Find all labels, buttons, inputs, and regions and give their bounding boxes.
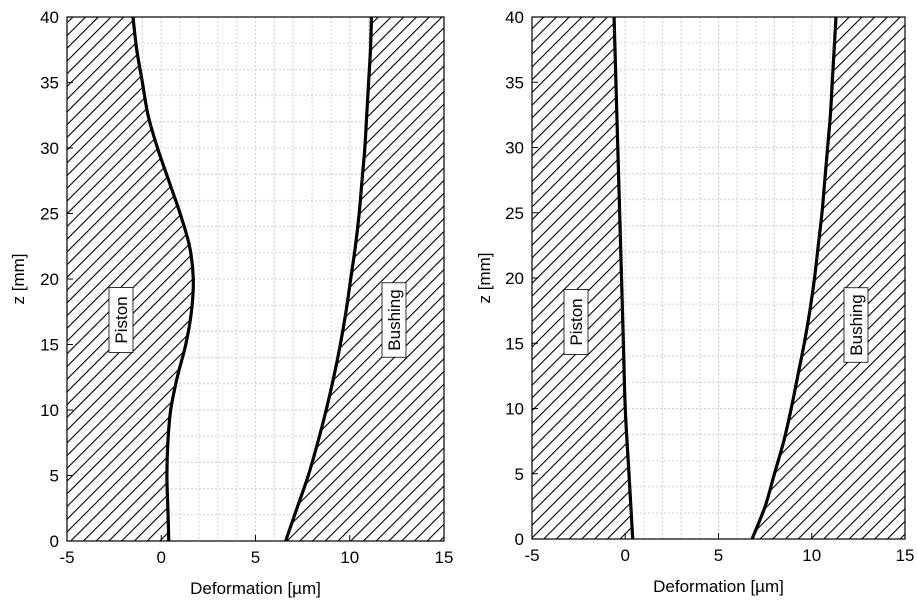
y-axis-label: z [mm]: [475, 253, 494, 304]
y-tick-label: 20: [40, 270, 59, 289]
bushing-label: Bushing: [843, 287, 869, 363]
x-tick-label: 15: [896, 546, 915, 565]
x-tick-label: 5: [714, 546, 723, 565]
piston-label: Piston: [563, 289, 589, 355]
x-tick-label: 15: [435, 548, 454, 567]
y-tick-label: 40: [505, 8, 524, 27]
x-tick-label: 0: [157, 548, 166, 567]
label-background: [843, 287, 869, 363]
y-tick-label: 5: [515, 465, 524, 484]
y-axis-label: z [mm]: [9, 254, 28, 305]
y-tick-label: 10: [40, 401, 59, 420]
x-axis-label: Deformation [µm]: [653, 577, 784, 596]
bushing-deformation-line: [750, 17, 838, 539]
label-text: Bushing: [385, 289, 404, 350]
label-text: Piston: [567, 298, 586, 345]
y-tick-label: 15: [40, 336, 59, 355]
bushing-hatched-region: [285, 17, 444, 541]
y-tick-label: 5: [50, 467, 59, 486]
label-text: Bushing: [847, 294, 866, 355]
x-tick-label: 5: [251, 548, 260, 567]
y-tick-label: 35: [505, 73, 524, 92]
label-text: Piston: [112, 296, 131, 343]
y-tick-label: 25: [40, 205, 59, 224]
y-tick-label: 30: [505, 139, 524, 158]
x-tick-label: 10: [340, 548, 359, 567]
y-tick-label: 35: [40, 74, 59, 93]
x-tick-label: 0: [621, 546, 630, 565]
bushing-hatched-region: [752, 17, 905, 539]
y-tick-label: 25: [505, 204, 524, 223]
y-tick-label: 10: [505, 400, 524, 419]
y-tick-label: 20: [505, 269, 524, 288]
bushing-label: Bushing: [381, 282, 407, 358]
y-tick-label: 15: [505, 334, 524, 353]
x-tick-label: -5: [59, 548, 74, 567]
piston-hatched-region: [67, 17, 194, 541]
x-tick-label: -5: [524, 546, 539, 565]
y-tick-label: 0: [50, 532, 59, 551]
y-tick-label: 40: [40, 8, 59, 27]
piston-hatched-region: [532, 17, 633, 539]
piston-label: Piston: [108, 287, 134, 353]
x-axis-label: Deformation [µm]: [190, 579, 321, 598]
y-tick-label: 30: [40, 139, 59, 158]
label-background: [563, 289, 589, 355]
y-tick-label: 0: [515, 530, 524, 549]
bushing-deformation-line: [284, 17, 374, 541]
x-tick-label: 10: [802, 546, 821, 565]
piston-deformation-line: [612, 17, 635, 539]
label-background: [108, 287, 134, 353]
piston-deformation-line: [131, 17, 195, 541]
label-background: [381, 282, 407, 358]
